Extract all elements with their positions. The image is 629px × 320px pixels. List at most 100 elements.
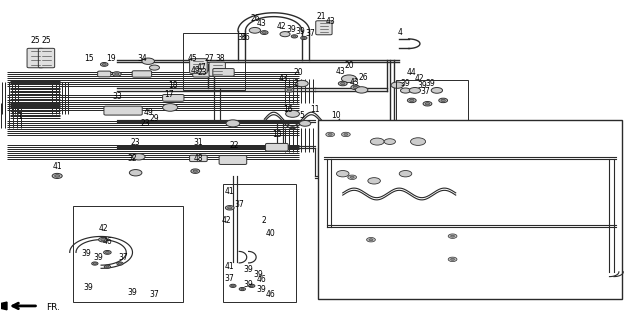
Text: 11: 11	[309, 105, 320, 114]
Circle shape	[287, 89, 292, 91]
Circle shape	[351, 85, 360, 90]
Circle shape	[431, 87, 443, 93]
Text: 42: 42	[98, 224, 108, 233]
Text: 26: 26	[250, 14, 260, 23]
Circle shape	[391, 82, 404, 88]
Text: 37: 37	[118, 253, 128, 262]
Text: 41: 41	[225, 188, 235, 196]
Text: 23: 23	[131, 138, 140, 147]
Circle shape	[106, 252, 109, 253]
Text: 32: 32	[127, 154, 136, 163]
FancyBboxPatch shape	[409, 163, 427, 177]
Circle shape	[409, 99, 414, 101]
Circle shape	[350, 176, 354, 178]
Text: 39: 39	[418, 81, 427, 90]
Text: 2: 2	[262, 216, 267, 225]
Text: 15: 15	[84, 53, 93, 62]
Text: 24: 24	[330, 162, 340, 171]
Text: 36: 36	[238, 33, 247, 42]
Circle shape	[409, 87, 421, 93]
Text: 39: 39	[286, 25, 296, 34]
Text: 43: 43	[278, 74, 288, 83]
Text: 46: 46	[103, 237, 112, 246]
Circle shape	[249, 28, 260, 33]
FancyBboxPatch shape	[213, 68, 234, 76]
Text: 34: 34	[137, 53, 147, 62]
Text: 1: 1	[17, 113, 22, 122]
Circle shape	[241, 288, 244, 290]
Text: 13: 13	[272, 130, 282, 139]
FancyBboxPatch shape	[132, 71, 152, 77]
Text: 22: 22	[385, 216, 394, 225]
Circle shape	[280, 32, 290, 37]
Text: 39: 39	[401, 79, 410, 88]
Text: 39: 39	[426, 79, 435, 88]
Circle shape	[369, 239, 373, 241]
Circle shape	[130, 170, 142, 176]
Text: 16: 16	[283, 105, 293, 114]
Circle shape	[296, 80, 308, 87]
Circle shape	[353, 86, 357, 88]
FancyBboxPatch shape	[189, 155, 207, 162]
Circle shape	[425, 103, 430, 105]
Circle shape	[448, 257, 457, 261]
Circle shape	[338, 81, 347, 86]
Circle shape	[303, 37, 306, 39]
Text: 42: 42	[415, 74, 424, 83]
Circle shape	[399, 171, 412, 177]
Circle shape	[337, 171, 349, 177]
FancyBboxPatch shape	[27, 48, 43, 68]
Circle shape	[93, 263, 96, 264]
Circle shape	[450, 258, 455, 260]
Bar	[396, 80, 468, 147]
Text: 5: 5	[299, 111, 304, 120]
FancyBboxPatch shape	[265, 143, 288, 151]
Text: 46: 46	[265, 290, 276, 299]
Circle shape	[448, 234, 457, 238]
Circle shape	[99, 237, 108, 242]
Text: 42: 42	[222, 216, 231, 225]
Circle shape	[326, 132, 335, 137]
Text: 45: 45	[187, 53, 197, 62]
Circle shape	[248, 284, 255, 287]
Text: 23: 23	[198, 68, 208, 77]
Circle shape	[117, 262, 123, 265]
Text: 36: 36	[240, 33, 250, 42]
Text: 39: 39	[82, 250, 92, 259]
Circle shape	[348, 175, 357, 180]
Text: 49: 49	[191, 66, 200, 75]
Text: 46: 46	[256, 275, 266, 284]
FancyBboxPatch shape	[97, 71, 111, 77]
Circle shape	[450, 235, 455, 237]
Text: 43: 43	[256, 19, 266, 28]
Circle shape	[344, 133, 348, 135]
Circle shape	[299, 121, 311, 126]
Text: 37: 37	[150, 290, 159, 299]
Text: 33: 33	[112, 92, 121, 101]
Text: 39: 39	[93, 253, 103, 262]
Text: 49: 49	[143, 108, 153, 117]
Circle shape	[291, 35, 298, 38]
Circle shape	[193, 170, 198, 172]
FancyBboxPatch shape	[438, 133, 455, 147]
Bar	[182, 33, 245, 90]
Circle shape	[142, 58, 155, 64]
Text: 39: 39	[253, 270, 263, 279]
Text: 22: 22	[230, 141, 239, 150]
Text: 48: 48	[194, 154, 203, 163]
Text: 31: 31	[194, 138, 203, 147]
Circle shape	[114, 73, 119, 75]
Circle shape	[103, 63, 106, 65]
Text: 27: 27	[205, 53, 214, 62]
Text: 20: 20	[344, 61, 354, 70]
Circle shape	[92, 262, 98, 265]
Text: 49: 49	[368, 171, 378, 180]
FancyBboxPatch shape	[342, 227, 363, 235]
Circle shape	[118, 263, 121, 264]
Text: 47: 47	[197, 63, 206, 72]
Text: 10: 10	[331, 111, 342, 120]
FancyBboxPatch shape	[316, 21, 332, 35]
Circle shape	[225, 205, 234, 210]
Text: 4: 4	[398, 28, 403, 37]
Text: 45: 45	[409, 128, 418, 137]
